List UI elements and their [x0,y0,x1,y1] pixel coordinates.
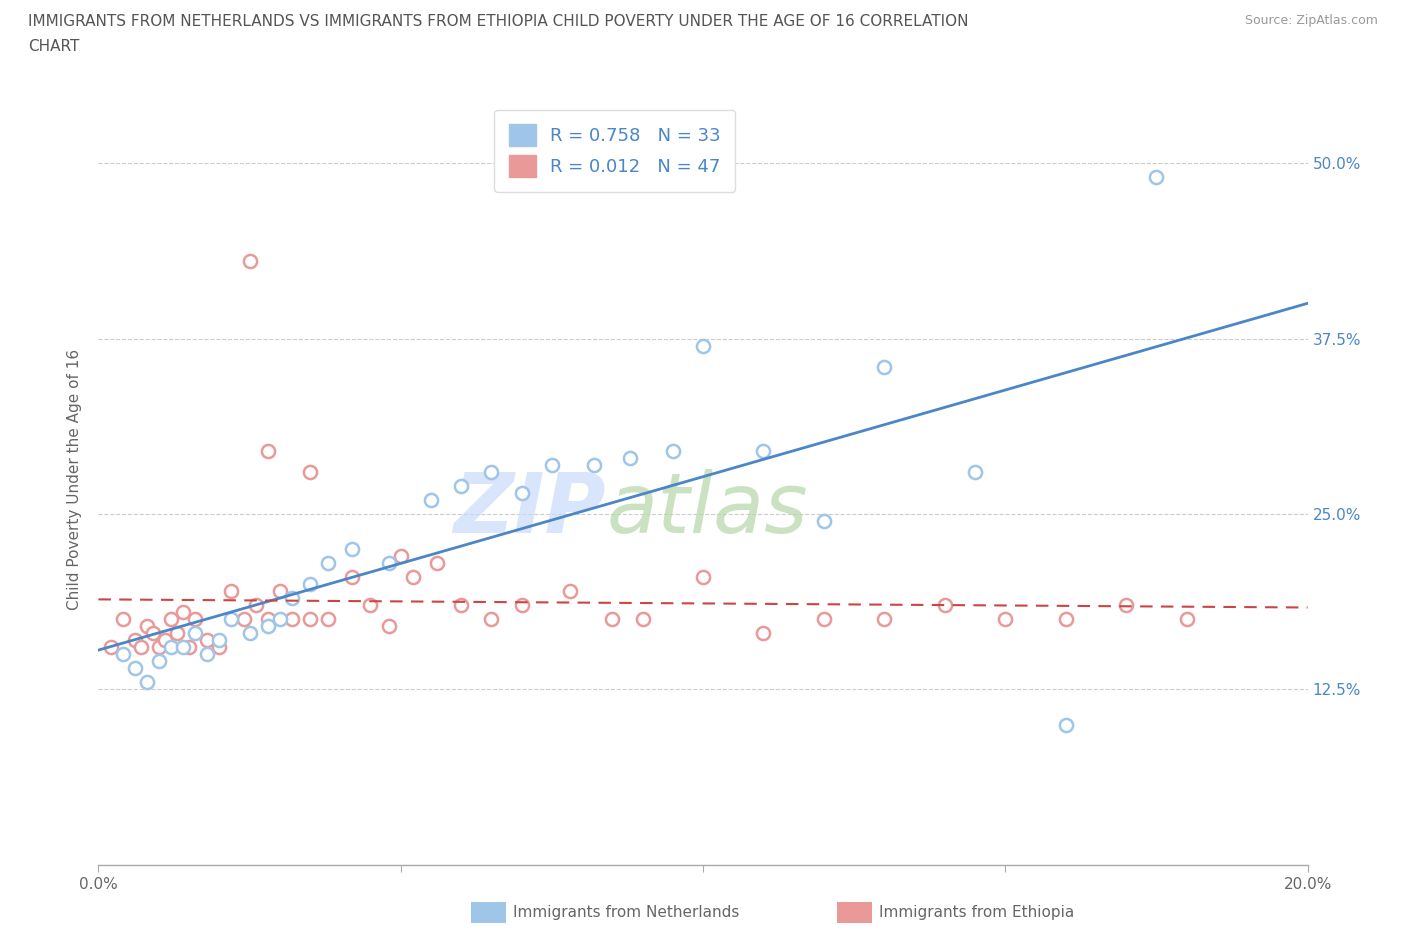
Point [619,450,641,465]
Point [1175,612,1198,627]
Point [195,633,218,648]
Legend: R = 0.758   N = 33, R = 0.012   N = 47: R = 0.758 N = 33, R = 0.012 N = 47 [495,110,735,192]
Point [124,633,146,648]
Point [195,647,218,662]
Point [426,556,449,571]
Point [142,626,165,641]
Point [316,612,339,627]
Point [245,598,267,613]
Point [256,444,278,458]
Point [281,612,304,627]
Point [269,584,291,599]
Point [450,598,472,613]
Point [813,612,835,627]
Point [208,633,231,648]
Text: atlas: atlas [606,470,808,551]
Point [124,661,146,676]
Point [221,612,243,627]
Point [389,549,412,564]
Point [583,458,606,472]
Point [100,640,122,655]
Point [172,604,194,619]
Point [148,654,170,669]
Point [1144,170,1167,185]
Point [602,612,624,627]
Point [299,577,322,591]
Point [342,541,364,556]
Point [1115,598,1137,613]
Point [873,359,896,374]
Point [221,584,243,599]
Point [208,640,231,655]
Point [256,612,278,627]
Point [1054,612,1077,627]
Point [540,458,562,472]
Text: Source: ZipAtlas.com: Source: ZipAtlas.com [1244,14,1378,27]
Text: CHART: CHART [28,39,80,54]
Point [377,556,399,571]
Point [166,626,188,641]
Point [481,464,503,479]
Text: ZIP: ZIP [454,470,606,551]
Point [316,556,339,571]
Point [184,612,207,627]
Point [160,640,183,655]
Point [934,598,956,613]
Point [631,612,654,627]
Point [179,640,201,655]
Point [111,647,134,662]
Point [360,598,382,613]
Point [172,640,194,655]
Point [692,570,714,585]
Point [281,591,304,605]
Point [129,640,152,655]
Point [965,464,987,479]
Point [239,626,262,641]
Point [299,612,322,627]
Point [450,479,472,494]
Point [184,626,207,641]
Point [256,618,278,633]
Point [813,513,835,528]
Y-axis label: Child Poverty Under the Age of 16: Child Poverty Under the Age of 16 [67,349,83,609]
Point [402,570,425,585]
Point [510,485,533,500]
Point [661,444,683,458]
Text: Immigrants from Ethiopia: Immigrants from Ethiopia [879,905,1074,920]
Point [692,339,714,353]
Point [420,493,443,508]
Point [239,254,262,269]
Point [994,612,1017,627]
Point [510,598,533,613]
Point [558,584,581,599]
Point [160,612,183,627]
Point [232,612,254,627]
Text: IMMIGRANTS FROM NETHERLANDS VS IMMIGRANTS FROM ETHIOPIA CHILD POVERTY UNDER THE : IMMIGRANTS FROM NETHERLANDS VS IMMIGRANT… [28,14,969,29]
Point [135,675,157,690]
Point [148,640,170,655]
Point [153,633,176,648]
Point [269,612,291,627]
Point [135,618,157,633]
Point [111,612,134,627]
Point [342,570,364,585]
Point [752,444,775,458]
Point [1054,717,1077,732]
Point [873,612,896,627]
Point [377,618,399,633]
Text: Immigrants from Netherlands: Immigrants from Netherlands [513,905,740,920]
Point [481,612,503,627]
Point [299,464,322,479]
Point [752,626,775,641]
